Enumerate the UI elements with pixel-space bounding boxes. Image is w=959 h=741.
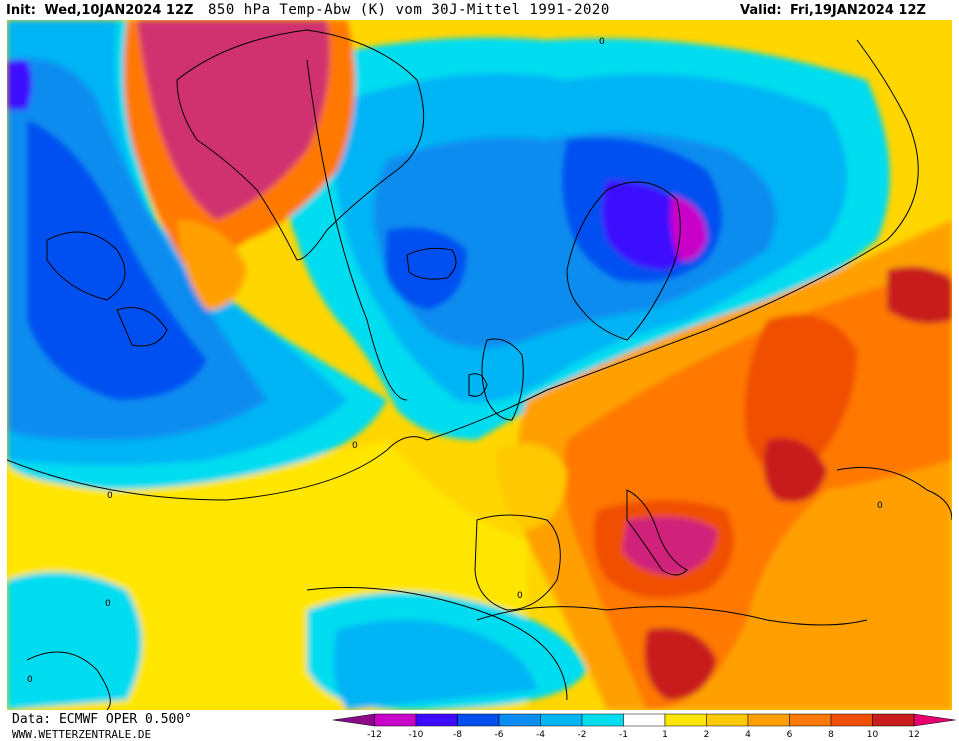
legend-tick-label: 10 (867, 730, 879, 739)
legend-tick-label: -1 (619, 730, 628, 739)
legend-swatch (623, 713, 666, 727)
valid-time: Valid: Fri,19JAN2024 12Z (740, 3, 926, 18)
website-label: WWW.WETTERZENTRALE.DE (12, 728, 152, 741)
legend-swatch (415, 713, 458, 727)
map-title: 850 hPa Temp-Abw (K) vom 30J-Mittel 1991… (208, 2, 610, 18)
contour-label: 0 (107, 491, 113, 501)
legend-swatch (581, 713, 624, 727)
legend-swatch (540, 713, 583, 727)
contour-label: 0 (517, 591, 523, 601)
contour-label: 0 (27, 675, 33, 685)
legend-tick-label: 2 (704, 730, 710, 739)
legend-swatch (498, 713, 541, 727)
legend-tick-label: 1 (662, 730, 668, 739)
legend-tick-label: -6 (495, 730, 504, 739)
contour-label: 0 (352, 441, 358, 451)
legend-tick-label: -12 (367, 730, 382, 739)
data-source-label: Data: ECMWF OPER 0.500° (12, 712, 193, 727)
legend-swatch (747, 713, 790, 727)
legend-swatch (457, 713, 500, 727)
anomaly-field (7, 20, 952, 710)
legend-arrow-high (913, 713, 956, 727)
legend-swatch (830, 713, 873, 727)
anomaly-map: 0 0 0 0 0 0 0 (7, 20, 952, 710)
legend-tick-label: 12 (908, 730, 919, 739)
legend-tick-label: -10 (409, 730, 424, 739)
legend-arrow-low (333, 713, 375, 727)
legend-swatch (374, 713, 417, 727)
footer: Data: ECMWF OPER 0.500° WWW.WETTERZENTRA… (0, 710, 959, 741)
legend-swatch (872, 713, 915, 727)
legend-tick-label: 8 (828, 730, 834, 739)
contour-label-group: 0 0 0 0 0 0 0 (27, 37, 883, 685)
legend-tick-label: 6 (787, 730, 793, 739)
land-border-lines (46, 29, 868, 626)
color-legend: -12 -10 -8 -6 -4 -2 -1 1 2 4 6 8 10 12 (333, 713, 956, 739)
legend-tick-label: -2 (578, 730, 587, 739)
legend-swatch (789, 713, 832, 727)
init-time: Init: Wed,10JAN2024 12Z (6, 3, 194, 18)
contour-label: 0 (599, 37, 605, 47)
title-bar: Init: Wed,10JAN2024 12Z 850 hPa Temp-Abw… (0, 0, 959, 20)
legend-tick-label: -4 (536, 730, 545, 739)
anomaly-contour-lines (7, 39, 952, 710)
contour-label: 0 (105, 599, 111, 609)
legend-tick-label: -8 (453, 730, 462, 739)
legend-tick-label: 4 (745, 730, 751, 739)
contour-label: 0 (877, 501, 883, 511)
legend-swatch (664, 713, 707, 727)
legend-swatch (706, 713, 749, 727)
